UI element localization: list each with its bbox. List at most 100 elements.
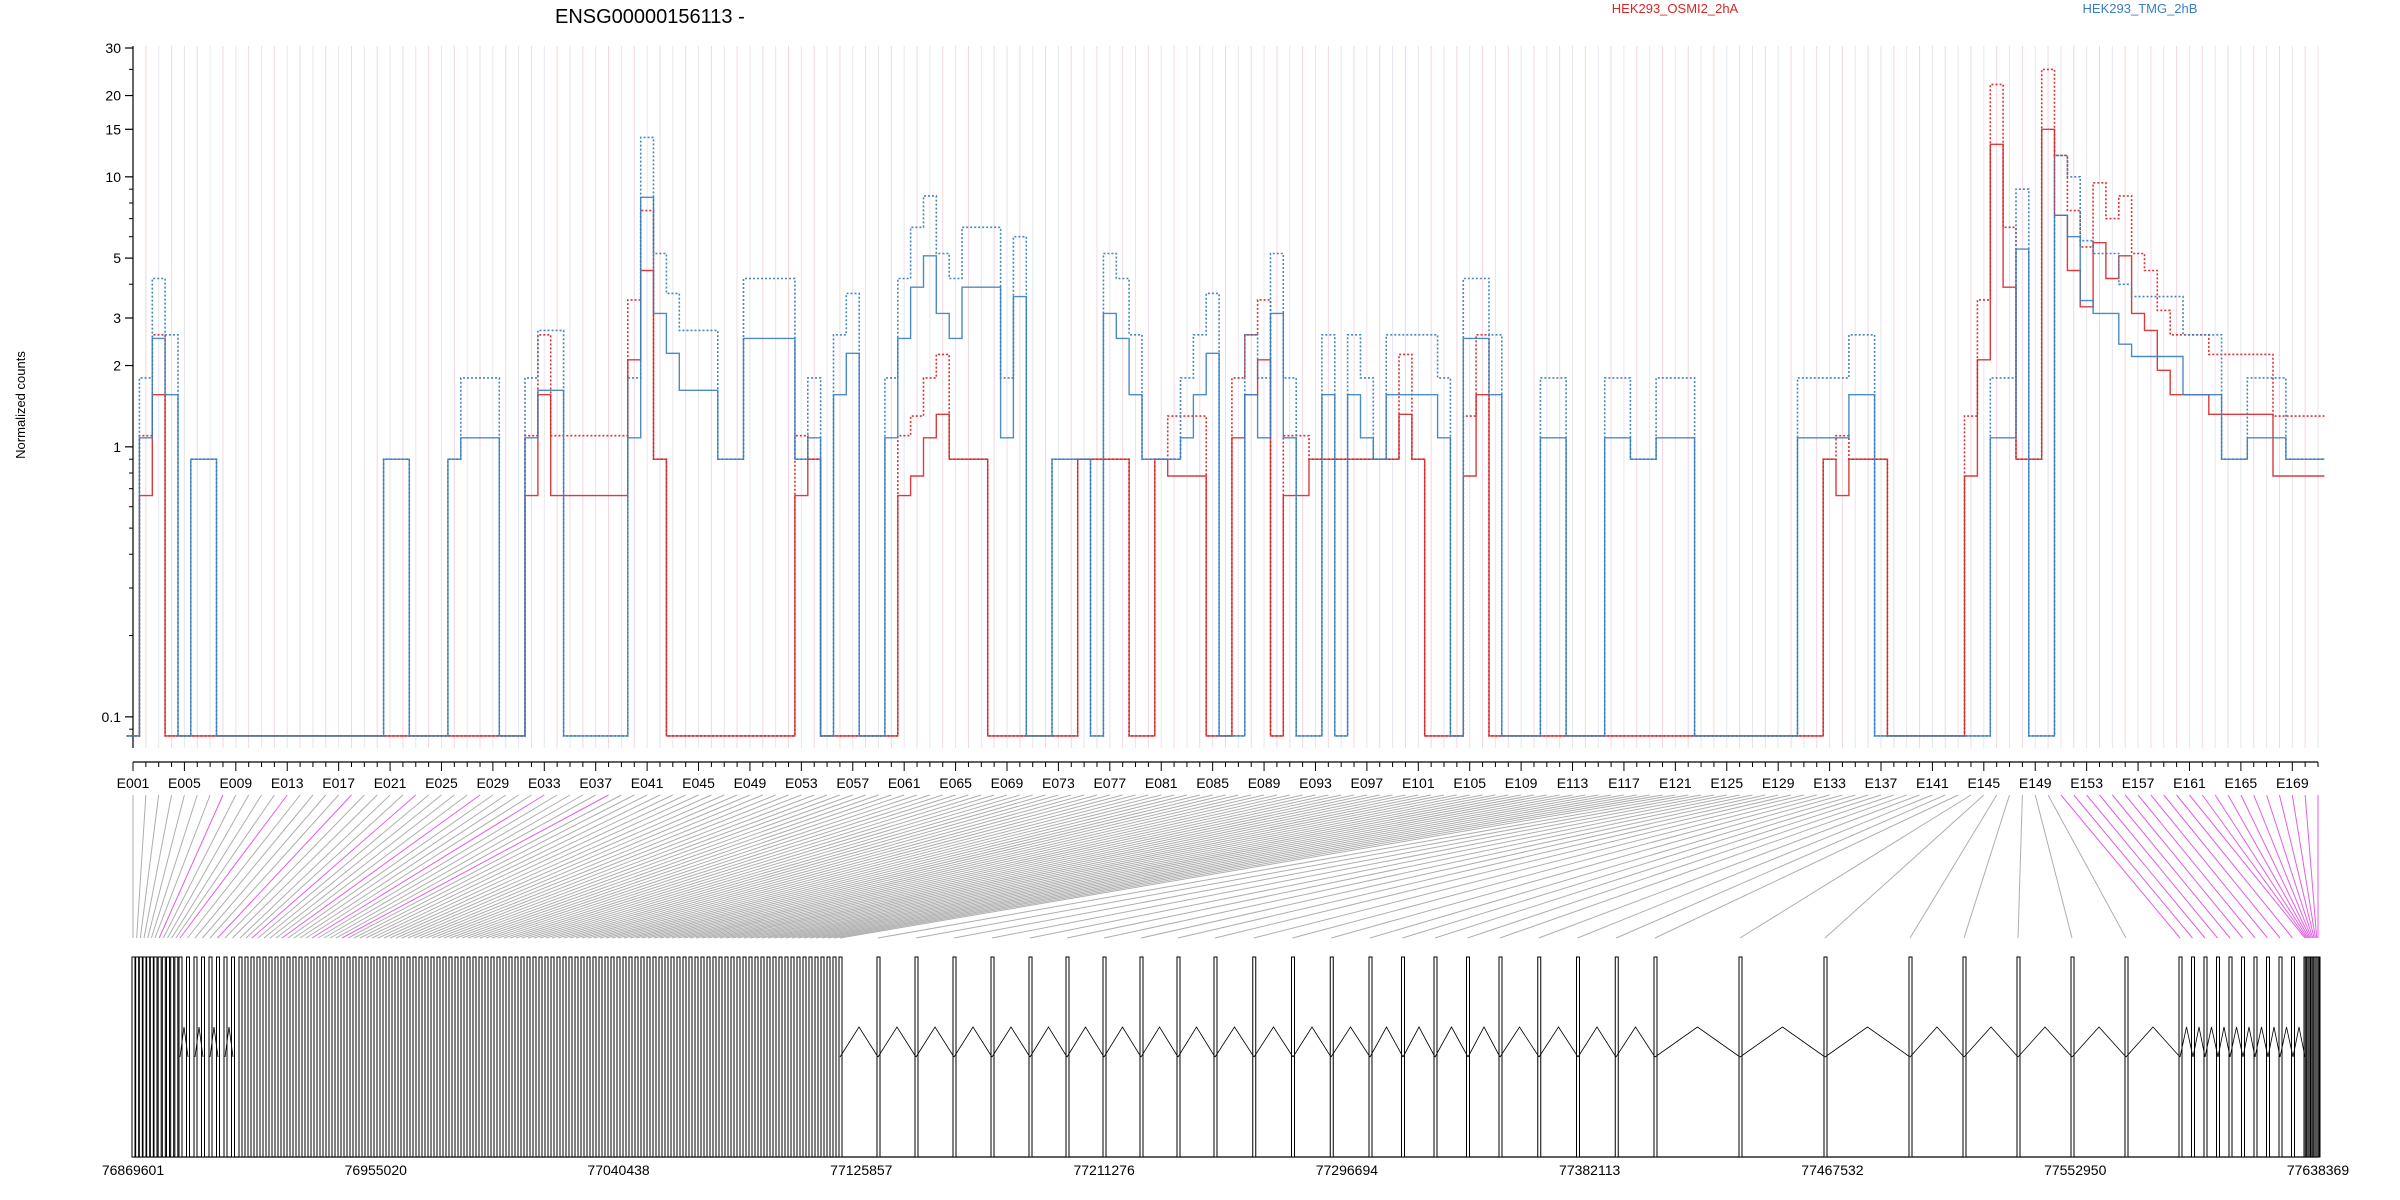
intron-arc (839, 1026, 879, 1058)
connector-line (187, 794, 301, 939)
exon-box (406, 956, 411, 1158)
connector-line (809, 794, 1612, 939)
connector-line (2150, 794, 2268, 939)
intron-arc (1292, 1026, 1332, 1058)
x-tick-label: E021 (374, 775, 407, 791)
exon-box (328, 956, 333, 1158)
exon-box (2203, 956, 2208, 1158)
connector-line (323, 794, 571, 939)
connector-line (557, 794, 1072, 939)
x-tick-label: E097 (1351, 775, 1384, 791)
x-tick-label: E017 (322, 775, 355, 791)
intron-arc (2292, 1026, 2306, 1058)
exon-box (157, 956, 162, 1158)
exon-box (876, 956, 881, 1158)
exon-box (712, 956, 717, 1158)
connector-line (281, 794, 481, 939)
exon-box (394, 956, 399, 1158)
genomic-tick-label: 77382113 (1559, 1162, 1620, 1178)
exon-box (808, 956, 813, 1158)
x-tick-label: E137 (1865, 775, 1898, 791)
connector-line (136, 794, 147, 939)
connector-line (2240, 794, 2311, 939)
exon-box (1213, 956, 1218, 1158)
connector-line (761, 794, 1509, 939)
exon-box (448, 956, 453, 1158)
gene-model (131, 956, 2321, 1158)
x-tick-label: E153 (2070, 775, 2103, 791)
y-tick-label: 30 (105, 40, 121, 56)
connector-line (209, 794, 340, 939)
exon-box (268, 956, 273, 1158)
exon-box (700, 956, 705, 1158)
connector-line (1292, 794, 1830, 939)
intron-arc (1103, 1026, 1142, 1058)
connector-line (2124, 794, 2243, 939)
connector-line (725, 794, 1432, 939)
intron-arc (1330, 1026, 1371, 1058)
connector-line (179, 794, 288, 939)
connector-line (713, 794, 1406, 939)
connector-line (1029, 794, 1740, 939)
y-axis-label: Normalized counts (13, 351, 28, 459)
connector-line (1253, 794, 1817, 939)
exon-box (694, 956, 699, 1158)
x-tick-label: E037 (579, 775, 612, 791)
exon-box (622, 956, 627, 1158)
x-tick-label: E049 (734, 775, 767, 791)
connector-line (263, 794, 442, 939)
exon-box (484, 956, 489, 1158)
intron-arc (2254, 1026, 2269, 1058)
exon-box (466, 956, 471, 1158)
connector-line (569, 794, 1098, 939)
x-tick-label: E053 (785, 775, 818, 791)
exon-box (550, 956, 555, 1158)
x-tick-label: E065 (939, 775, 972, 791)
exon-box (304, 956, 309, 1158)
intron-arc (1963, 1026, 2019, 1058)
connector-line (677, 794, 1329, 939)
exon-box (238, 956, 243, 1158)
x-tick-label: E025 (425, 775, 458, 791)
intron-arc (991, 1026, 1031, 1058)
connector-line (1369, 794, 1856, 939)
connector-line (1177, 794, 1792, 939)
connector-line (1467, 794, 1895, 939)
exon-box (604, 956, 609, 1158)
connector-line (449, 794, 841, 939)
connector-line (425, 794, 789, 939)
intron-arc (209, 1026, 219, 1058)
series-lines (126, 68, 2325, 737)
connector-line (419, 794, 776, 939)
exon-box (138, 956, 143, 1158)
y-tick-label: 15 (105, 121, 121, 137)
connector-line (150, 794, 198, 939)
intron-arc (1402, 1026, 1436, 1058)
exon-box (814, 956, 819, 1158)
exon-box (754, 956, 759, 1158)
legend-entry-osmi2: HEK293_OSMI2_2hA (1612, 1, 1739, 16)
intron-arc (2179, 1026, 2194, 1058)
genomic-tick-label: 77467532 (1801, 1162, 1864, 1178)
exon-box (748, 956, 753, 1158)
exon-box (952, 956, 957, 1158)
exon-box (382, 956, 387, 1158)
connector-line (2060, 794, 2181, 939)
exon-box (1329, 956, 1334, 1158)
connector-line (803, 794, 1599, 939)
exon-box (286, 956, 291, 1158)
connector-line (217, 794, 352, 939)
exon-box (400, 956, 405, 1158)
exon-box (2253, 956, 2258, 1158)
connector-line (1824, 794, 1985, 939)
exon-box (640, 956, 645, 1158)
connector-line (2278, 794, 2315, 939)
connector-line (383, 794, 699, 939)
y-tick-label: 3 (113, 310, 121, 326)
connector-line (365, 794, 661, 939)
connector-line (2086, 794, 2206, 939)
intron-arc (1577, 1026, 1617, 1058)
connector-line (467, 794, 879, 939)
exon-box (424, 956, 429, 1158)
x-tick-label: E069 (991, 775, 1024, 791)
